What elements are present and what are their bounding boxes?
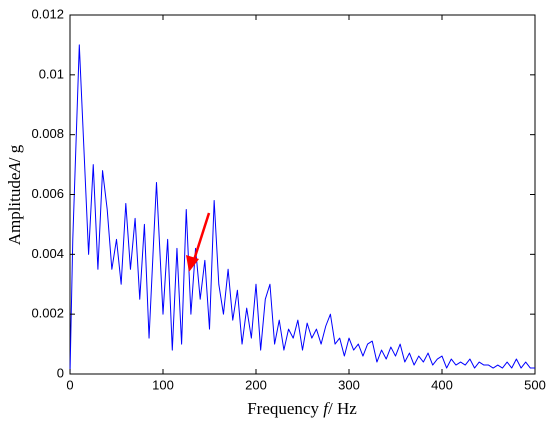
- x-tick-label: 100: [152, 377, 174, 392]
- x-tick-label: 400: [431, 377, 453, 392]
- x-tick-label: 500: [524, 377, 546, 392]
- y-tick-label: 0: [57, 365, 64, 380]
- x-tick-label: 300: [338, 377, 360, 392]
- y-tick-label: 0.01: [39, 66, 64, 81]
- plot-frame: [69, 14, 536, 375]
- arrow-shaft: [192, 212, 211, 261]
- x-label-text: Frequency: [247, 399, 323, 418]
- y-label-symbol: A: [5, 162, 24, 174]
- y-label-text: Amplitude: [5, 173, 24, 246]
- y-tick-label: 0.012: [31, 6, 64, 21]
- spectrum-line: [69, 44, 535, 375]
- x-label-unit: / Hz: [328, 399, 357, 418]
- x-label-symbol: f: [323, 399, 330, 418]
- x-tick-label: 0: [66, 377, 73, 392]
- y-tick-label: 0.004: [31, 246, 64, 261]
- y-label-unit: / g: [5, 144, 24, 162]
- y-axis-label: AmplitudeA/ g: [5, 144, 24, 245]
- y-tick-label: 0.006: [31, 186, 64, 201]
- y-tick-label: 0.002: [31, 306, 64, 321]
- annotation-arrow: [186, 212, 211, 272]
- arrow-head: [186, 255, 199, 272]
- y-tick-label: 0.008: [31, 126, 64, 141]
- x-tick-label: 200: [245, 377, 267, 392]
- marks: [69, 44, 535, 375]
- x-axis-label: Frequency f/ Hz: [247, 399, 357, 418]
